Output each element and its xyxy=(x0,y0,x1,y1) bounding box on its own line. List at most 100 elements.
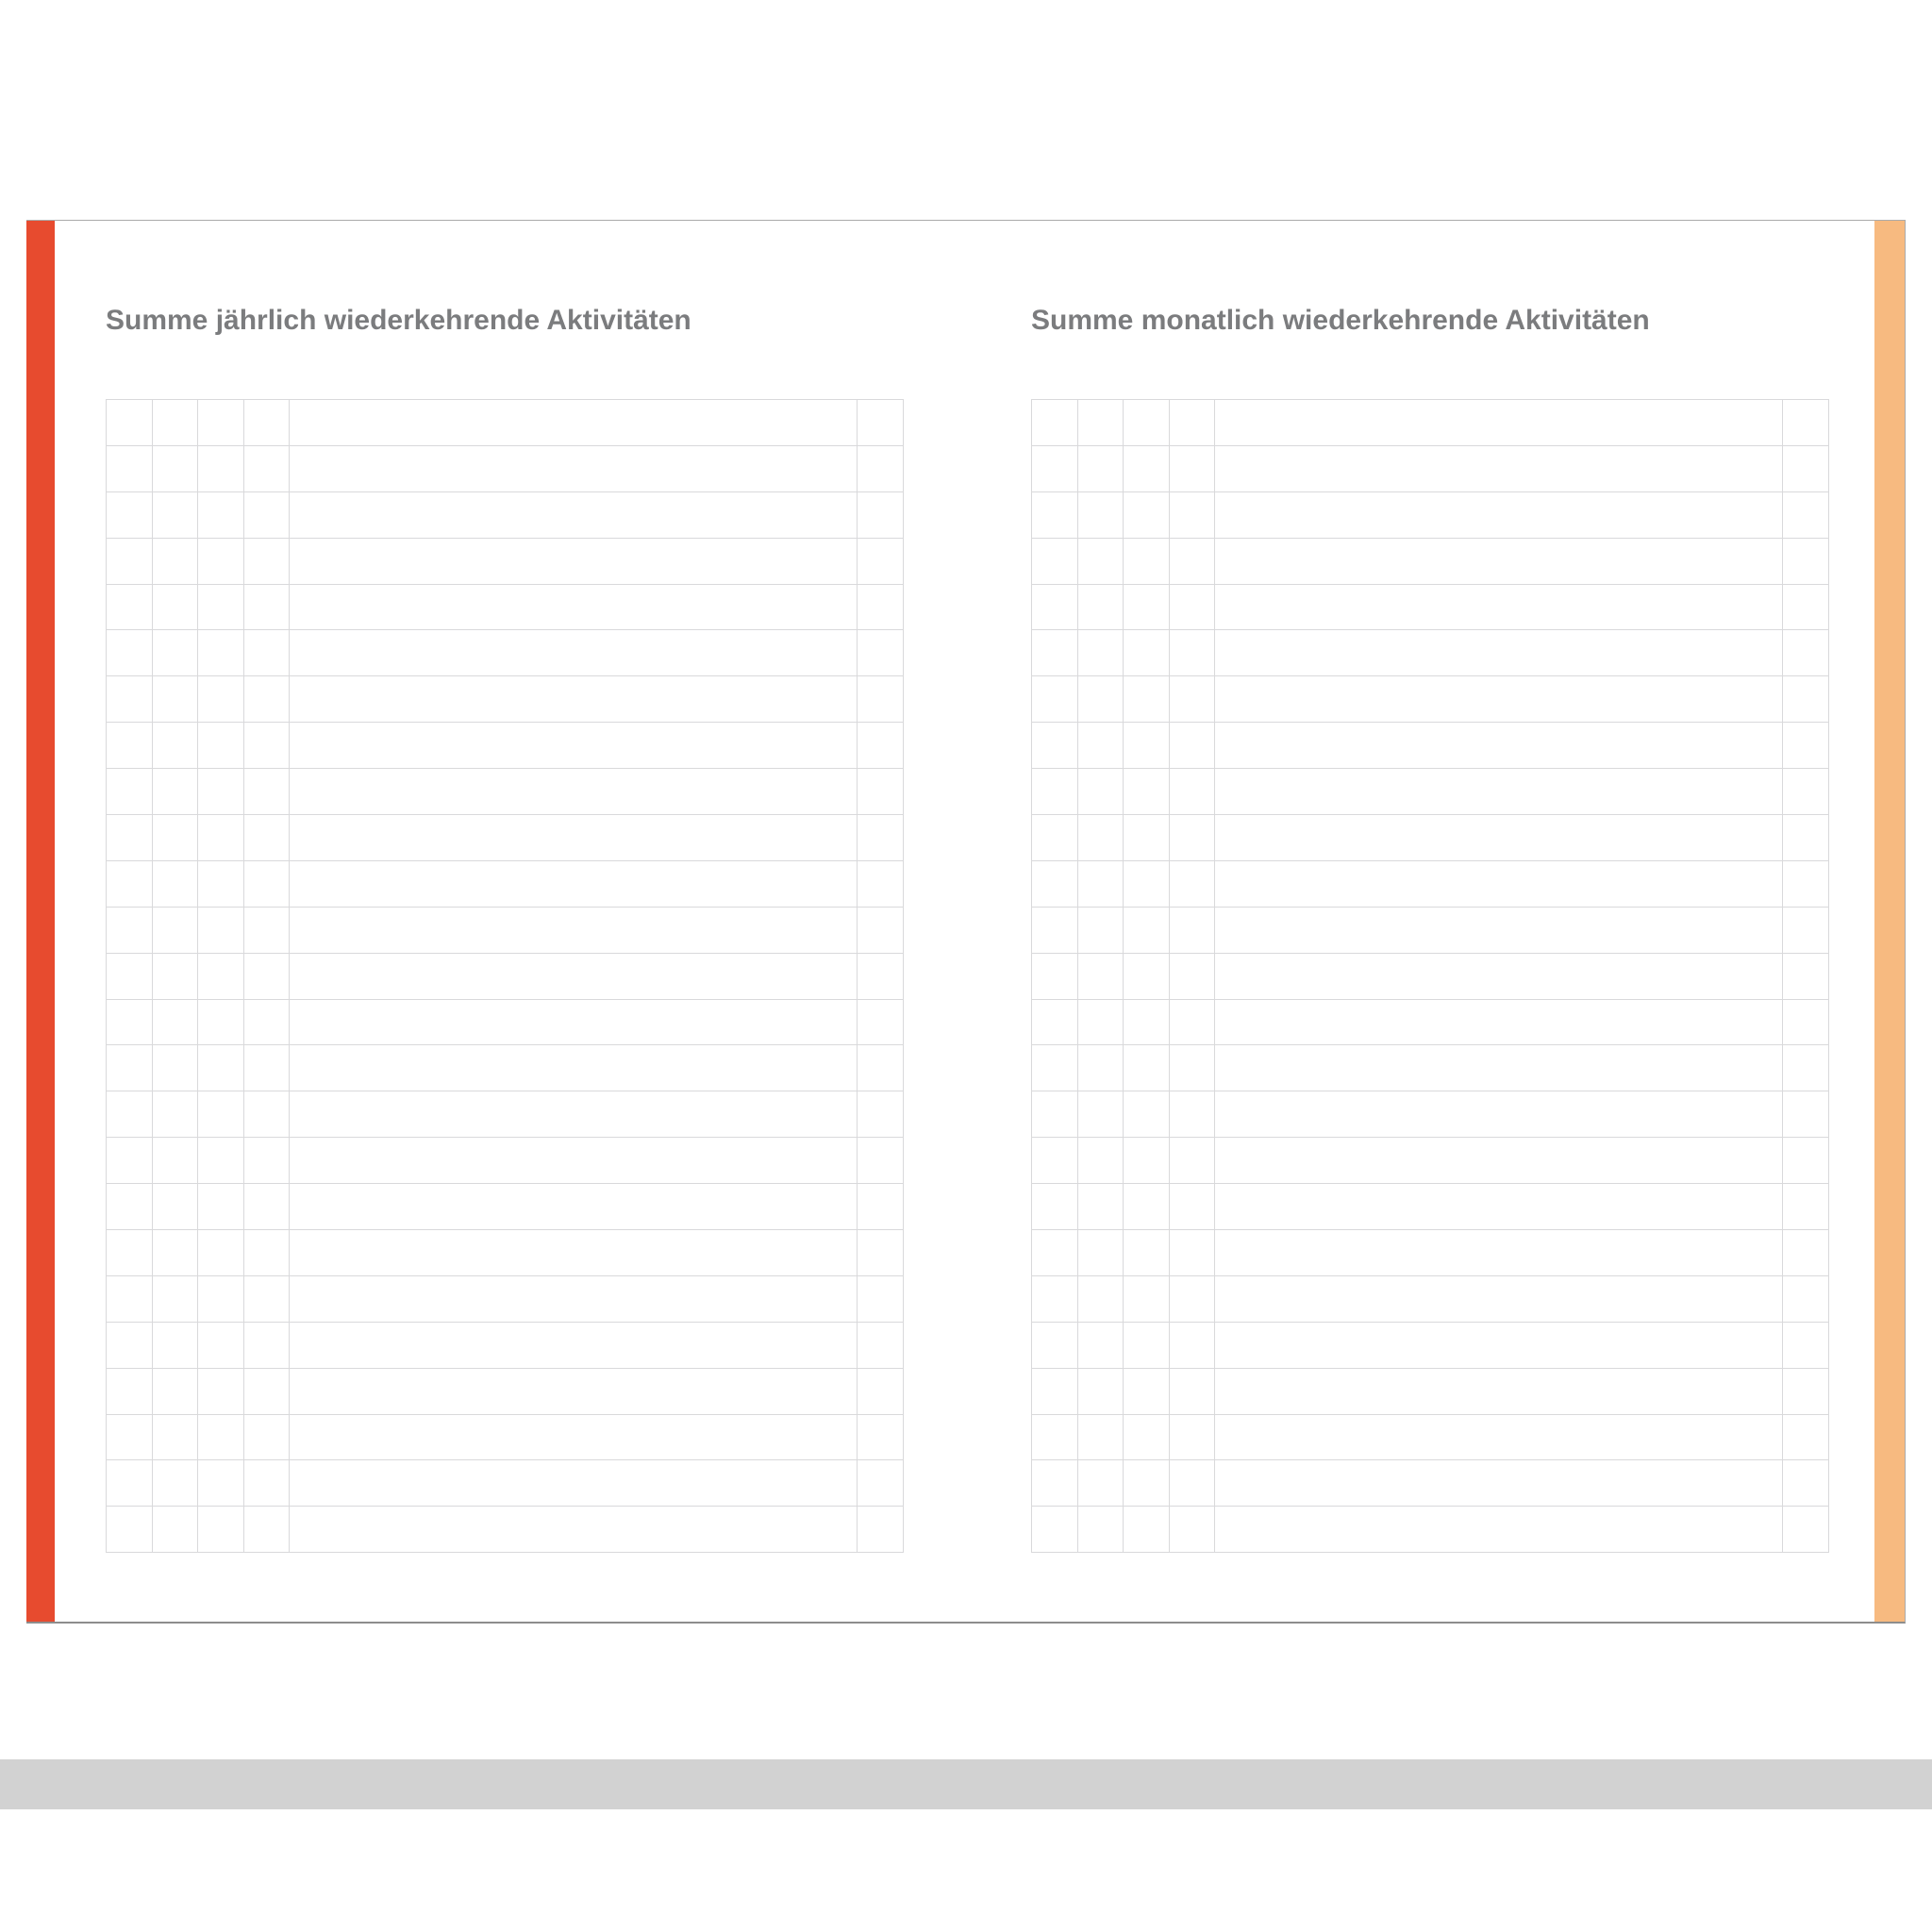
table-cell xyxy=(1124,860,1170,908)
table-cell xyxy=(1169,723,1216,770)
table-cell xyxy=(1783,445,1829,492)
table-cell xyxy=(290,1230,858,1276)
table-cell xyxy=(107,999,153,1046)
table-cell xyxy=(1215,676,1783,724)
table-cell xyxy=(1169,1414,1216,1461)
table-cell xyxy=(243,1460,291,1507)
table-cell xyxy=(858,1460,904,1507)
table-cell xyxy=(290,1184,858,1231)
table-cell xyxy=(1124,676,1170,724)
table-cell xyxy=(243,999,291,1046)
table-cell xyxy=(1077,676,1124,724)
table-cell xyxy=(1215,953,1783,1000)
table-cell xyxy=(1077,400,1124,446)
table-cell xyxy=(290,538,858,585)
table-cell xyxy=(107,676,153,724)
table-cell xyxy=(198,1230,244,1276)
table-cell xyxy=(858,769,904,816)
table-cell xyxy=(1124,769,1170,816)
table-cell xyxy=(107,1045,153,1092)
table-cell xyxy=(858,953,904,1000)
table-cell xyxy=(198,1368,244,1415)
table-cell xyxy=(1215,538,1783,585)
table-cell xyxy=(1032,1368,1078,1415)
table-cell xyxy=(1783,584,1829,631)
table-cell xyxy=(1169,630,1216,677)
bottom-gray-bar xyxy=(0,1759,1932,1809)
table-cell xyxy=(1169,860,1216,908)
table-cell xyxy=(243,815,291,861)
table-cell xyxy=(243,538,291,585)
table-cell xyxy=(198,630,244,677)
table-cell xyxy=(1783,1322,1829,1369)
table-cell xyxy=(1169,1460,1216,1507)
table-cell xyxy=(152,1184,199,1231)
table-cell xyxy=(1124,538,1170,585)
table-cell xyxy=(1169,1368,1216,1415)
table-cell xyxy=(1215,1507,1783,1554)
table-cell xyxy=(1032,1414,1078,1461)
table-cell xyxy=(152,491,199,539)
table-cell xyxy=(152,860,199,908)
table-cell xyxy=(858,1507,904,1554)
table-cell xyxy=(1783,999,1829,1046)
table-cell xyxy=(1215,1184,1783,1231)
table-cell xyxy=(858,907,904,954)
table-cell xyxy=(290,723,858,770)
table-cell xyxy=(1077,1184,1124,1231)
table-cell xyxy=(1169,907,1216,954)
table-cell xyxy=(243,491,291,539)
table-cell xyxy=(198,1091,244,1139)
table-cell xyxy=(198,723,244,770)
table-cell xyxy=(243,1230,291,1276)
table-cell xyxy=(107,584,153,631)
table-cell xyxy=(1169,999,1216,1046)
table-cell xyxy=(107,769,153,816)
table-cell xyxy=(243,1184,291,1231)
table-cell xyxy=(1783,769,1829,816)
table-cell xyxy=(1215,1138,1783,1185)
table-cell xyxy=(1124,1275,1170,1323)
table-cell xyxy=(1032,1460,1078,1507)
left-page-title: Summe jährlich wiederkehrende Aktivitäte… xyxy=(106,305,691,336)
table-cell xyxy=(1032,584,1078,631)
table-cell xyxy=(1032,860,1078,908)
table-cell xyxy=(1032,723,1078,770)
table-cell xyxy=(290,1507,858,1554)
table-cell xyxy=(198,953,244,1000)
table-cell xyxy=(1215,400,1783,446)
table-cell xyxy=(858,860,904,908)
table-cell xyxy=(1077,445,1124,492)
table-cell xyxy=(1169,584,1216,631)
table-cell xyxy=(290,584,858,631)
table-cell xyxy=(198,538,244,585)
table-cell xyxy=(1783,1045,1829,1092)
table-cell xyxy=(152,769,199,816)
table-cell xyxy=(1169,1045,1216,1092)
table-cell xyxy=(107,1414,153,1461)
table-cell xyxy=(1215,815,1783,861)
table-cell xyxy=(107,1184,153,1231)
table-cell xyxy=(107,815,153,861)
table-cell xyxy=(1215,584,1783,631)
table-cell xyxy=(198,1460,244,1507)
table-cell xyxy=(290,1091,858,1139)
table-cell xyxy=(290,1460,858,1507)
table-cell xyxy=(1124,491,1170,539)
table-cell xyxy=(1783,1414,1829,1461)
table-cell xyxy=(152,999,199,1046)
table-cell xyxy=(107,538,153,585)
table-cell xyxy=(290,1414,858,1461)
table-cell xyxy=(107,1230,153,1276)
table-cell xyxy=(1124,815,1170,861)
table-cell xyxy=(107,723,153,770)
table-cell xyxy=(1783,907,1829,954)
table-cell xyxy=(1077,1460,1124,1507)
table-cell xyxy=(243,723,291,770)
planner-spread-page: Summe jährlich wiederkehrende Aktivitäte… xyxy=(26,220,1906,1624)
table-cell xyxy=(1124,1414,1170,1461)
table-cell xyxy=(243,445,291,492)
table-cell xyxy=(152,1322,199,1369)
table-cell xyxy=(1783,815,1829,861)
